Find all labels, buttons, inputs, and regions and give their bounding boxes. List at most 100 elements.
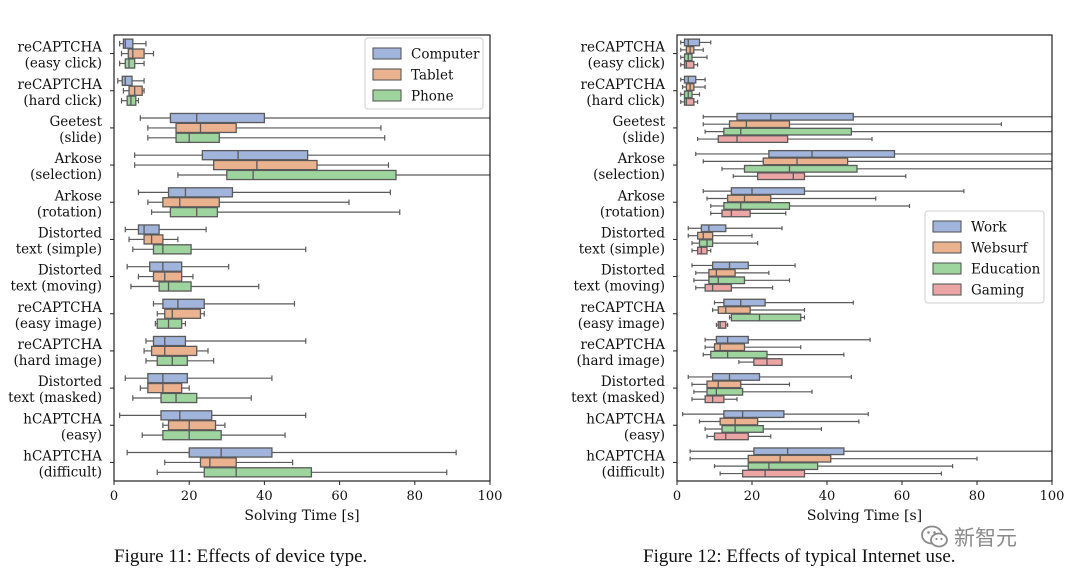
iqr-box <box>188 447 273 458</box>
category-label: Distorted text (moving) <box>574 263 666 295</box>
box-websurf-12 <box>689 454 978 463</box>
box-phone-6 <box>132 244 307 255</box>
figure-11-caption: Figure 11: Effects of device type. <box>114 546 368 567</box>
box-phone-4 <box>177 169 490 181</box>
iqr-box <box>147 382 183 394</box>
iqr-box <box>753 447 845 456</box>
box-phone-1 <box>119 58 145 69</box>
box-education-2 <box>680 90 701 99</box>
iqr-box <box>683 75 697 84</box>
box-computer-4 <box>134 149 490 161</box>
chart-2: reCAPTCHA (easy click) reCAPTCHA (hard clic… <box>571 34 1064 524</box>
box-work-2 <box>680 75 706 84</box>
iqr-box <box>201 149 309 161</box>
iqr-box <box>710 350 768 359</box>
box-websurf-2 <box>682 83 706 92</box>
iqr-box <box>713 432 749 441</box>
iqr-box <box>212 159 318 171</box>
iqr-box <box>741 469 806 478</box>
legend-label: Gaming <box>971 283 1025 299</box>
box-tablet-6 <box>128 234 179 245</box>
box-phone-11 <box>141 429 286 441</box>
x-tick-label: 40 <box>819 489 836 504</box>
box-work-9 <box>704 335 871 344</box>
box-tablet-2 <box>122 85 145 96</box>
category-label: reCAPTCHA (hard image) <box>14 337 103 369</box>
box-websurf-1 <box>680 45 704 54</box>
box-education-12 <box>713 462 954 471</box>
series-gaming <box>680 60 942 478</box>
category-label: Arkose (rotation) <box>37 188 102 220</box>
box-education-11 <box>704 424 822 433</box>
box-gaming-6 <box>691 246 712 255</box>
category-label: hCAPTCHA (difficult) <box>23 448 102 480</box>
iqr-box <box>696 231 714 240</box>
iqr-box <box>121 75 133 87</box>
iqr-box <box>696 246 708 255</box>
iqr-box <box>683 60 695 69</box>
x-axis-label: Solving Time [s] <box>807 508 922 524</box>
legend-swatch <box>372 89 402 102</box>
category-label: reCAPTCHA (hard image) <box>577 337 666 369</box>
box-tablet-5 <box>147 197 350 208</box>
iqr-box <box>736 112 854 121</box>
iqr-box <box>723 410 785 419</box>
iqr-box <box>706 380 742 389</box>
box-tablet-11 <box>162 420 226 431</box>
legend: Work Websurf Education Gaming <box>924 210 1045 304</box>
iqr-box <box>715 335 749 344</box>
x-tick-label: 0 <box>673 489 681 504</box>
box-education-1 <box>680 53 708 62</box>
iqr-box <box>175 122 237 134</box>
box-gaming-9 <box>738 358 783 367</box>
box-work-10 <box>687 372 852 381</box>
category-label: reCAPTCHA (easy image) <box>15 300 102 332</box>
box-computer-8 <box>152 298 296 310</box>
category-label: hCAPTCHA (difficult) <box>586 448 665 480</box>
box-education-10 <box>693 387 813 396</box>
iqr-box <box>726 194 772 203</box>
category-label: Distorted text (masked) <box>8 374 102 406</box>
legend-swatch <box>372 47 402 60</box>
iqr-box <box>147 372 188 384</box>
iqr-box <box>167 187 234 198</box>
iqr-box <box>175 132 220 144</box>
box-computer-10 <box>124 372 273 384</box>
category-label: hCAPTCHA (easy) <box>586 411 665 443</box>
box-websurf-4 <box>702 157 1052 166</box>
box-websurf-9 <box>704 343 802 352</box>
x-tick-label: 80 <box>407 489 424 504</box>
category-label: reCAPTCHA (easy click) <box>581 40 666 72</box>
box-work-5 <box>702 187 965 196</box>
iqr-box <box>728 120 791 129</box>
iqr-box <box>169 112 266 124</box>
iqr-box <box>743 164 858 173</box>
legend-swatch <box>932 241 962 254</box>
iqr-box <box>706 387 744 396</box>
iqr-box <box>162 197 220 208</box>
category-label: Geetest (slide) <box>49 114 102 146</box>
box-education-9 <box>702 350 845 359</box>
box-gaming-7 <box>695 283 774 292</box>
box-gaming-3 <box>697 135 873 144</box>
box-gaming-11 <box>706 432 772 441</box>
iqr-box <box>723 201 791 210</box>
box-education-6 <box>691 239 759 248</box>
box-tablet-7 <box>137 271 194 282</box>
box-gaming-1 <box>680 60 699 69</box>
legend: Computer Tablet Phone <box>364 37 484 110</box>
legend-label: Education <box>971 262 1041 278</box>
category-label: reCAPTCHA (hard click) <box>581 77 666 109</box>
box-education-7 <box>693 276 791 285</box>
iqr-box <box>137 224 160 235</box>
watermark-text: 新智元 <box>954 526 1017 550</box>
wechat-icon <box>921 525 948 548</box>
iqr-box <box>698 239 714 248</box>
iqr-box <box>704 283 733 292</box>
iqr-box <box>158 281 192 292</box>
box-computer-12 <box>126 447 457 458</box>
box-gaming-10 <box>691 395 738 404</box>
iqr-box <box>700 224 727 233</box>
watermark: 新智元 <box>920 522 1017 552</box>
